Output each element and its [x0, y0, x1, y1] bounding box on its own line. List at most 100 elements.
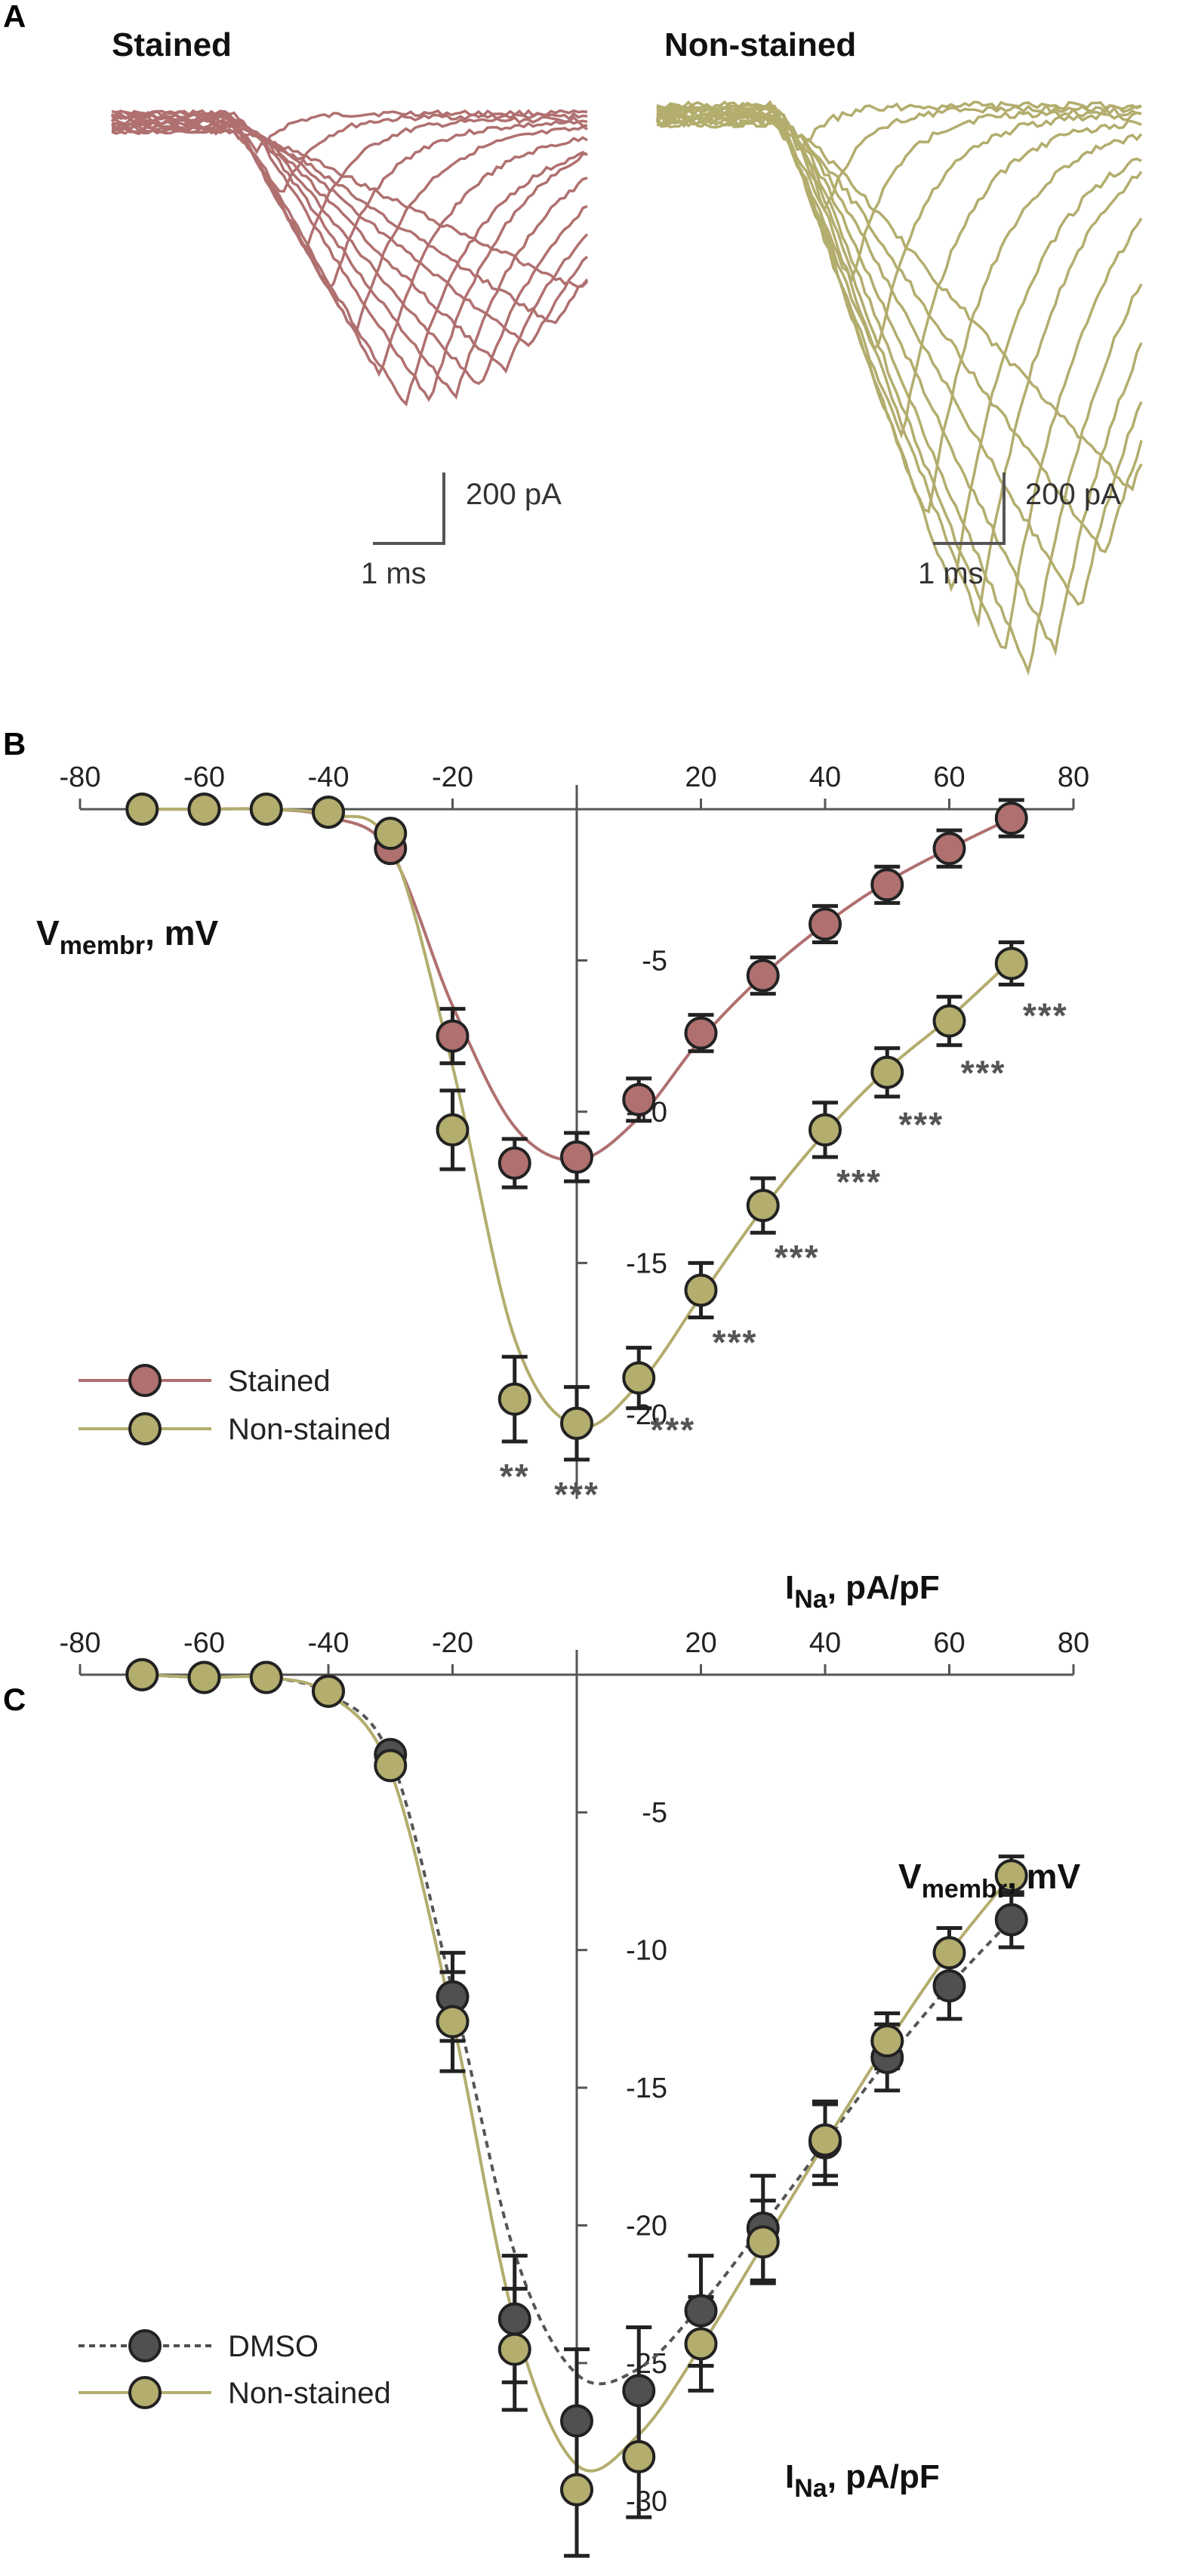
chart-c-data-points: [125, 1657, 1028, 2507]
chart-b-significance-mark: ***: [836, 1162, 882, 1202]
chart-b-significance-mark: ***: [1023, 996, 1068, 1036]
chart-c-point-dmso: [684, 2294, 718, 2328]
iv-chart-c: -80 -60 -40 -20 20 40 60 80-5-10-15-20-25-30 Vm…: [60, 1627, 1089, 2558]
chart-c-y-tick-label: -10: [626, 1935, 667, 1967]
chart-c-fit-curve-0: [142, 1673, 1013, 2386]
chart-b-significance-mark: ***: [898, 1105, 944, 1144]
chart-c-axes: -80 -60 -40 -20 20 40 60 80-5-10-15-20-25-30: [60, 1627, 1089, 2542]
non-stained-scale-time: 1 ms: [918, 557, 984, 590]
chart-c-point-dmso: [560, 2404, 593, 2438]
legend-non-stained-label: Non-stained: [228, 1413, 391, 1446]
tracesLeft-trace-13: [111, 127, 589, 289]
legend-stained-marker: [128, 1364, 162, 1397]
chart-c-point-non-stained: [746, 2225, 780, 2259]
legend-stained-label: Stained: [228, 1365, 331, 1398]
chart-b-point-non-stained: [622, 1361, 656, 1395]
chart-c-x-tick-label: 40: [809, 1627, 841, 1659]
panel-letter-b: B: [3, 726, 26, 762]
chart-c-y-tick-label: -5: [642, 1797, 667, 1829]
tracesRight-trace-9: [656, 106, 1143, 676]
panel-letter-c: C: [3, 1682, 26, 1717]
chart-c-point-non-stained: [808, 2123, 842, 2157]
chart-b-x-tick-label: -20: [432, 762, 473, 793]
chart-b-point-non-stained: [870, 1055, 904, 1089]
chart-b-point-non-stained: [436, 1113, 470, 1146]
chart-b-x-axis-title: Vmembr, mV: [36, 913, 219, 960]
chart-c-y-tick-label: -30: [626, 2485, 667, 2517]
chart-c-x-tick-label: -60: [183, 1627, 225, 1659]
chart-c-legend: DMSO Non-stained: [79, 2329, 391, 2410]
chart-c-point-non-stained: [497, 2332, 531, 2366]
chart-b-point-non-stained: [374, 817, 408, 851]
tracesRight-trace-10: [656, 109, 1143, 657]
chart-b-point-stained: [560, 1140, 593, 1174]
legend-non-stained-marker: [128, 1412, 162, 1445]
chart-c-point-non-stained: [684, 2327, 718, 2361]
chart-c-point-non-stained: [932, 1936, 966, 1970]
stained-scale-current: 200 pA: [466, 478, 562, 511]
legend-non-stained-c-label: Non-stained: [228, 2377, 391, 2410]
stained-current-traces: [110, 109, 589, 407]
chart-b-point-non-stained: [497, 1382, 531, 1416]
chart-c-point-dmso: [622, 2374, 656, 2408]
tracesLeft-trace-10: [111, 118, 589, 374]
stained-traces-title: Stained: [112, 26, 232, 63]
chart-c-point-dmso: [932, 1969, 966, 2003]
chart-c-point-dmso: [497, 2302, 531, 2336]
tracesRight-trace-3: [655, 109, 1142, 352]
tracesRight-trace-8: [656, 103, 1143, 650]
chart-b-point-non-stained: [312, 796, 345, 829]
chart-c-point-non-stained: [312, 1674, 345, 1708]
tracesRight-trace-5: [655, 115, 1143, 514]
chart-c-x-tick-label: 20: [685, 1627, 716, 1659]
tracesRight-trace-11: [655, 112, 1143, 606]
tracesLeft-trace-12: [111, 124, 589, 325]
chart-c-x-tick-label: -40: [308, 1627, 350, 1659]
chart-c-x-tick-label: 60: [933, 1627, 965, 1659]
chart-b-point-stained: [994, 802, 1028, 836]
chart-b-significance-mark: ***: [554, 1475, 599, 1514]
chart-b-point-non-stained: [684, 1273, 718, 1307]
chart-b-point-stained: [684, 1016, 718, 1050]
chart-c-point-non-stained: [994, 1859, 1028, 1893]
chart-b-point-non-stained: [187, 792, 221, 826]
tracesRight-trace-12: [655, 115, 1143, 554]
tracesLeft-trace-6: [111, 127, 588, 407]
legend-non-stained-c-marker: [128, 2376, 162, 2409]
chart-b-point-stained: [870, 868, 904, 902]
tracesLeft-trace-5: [111, 124, 588, 377]
chart-c-y-axis-title: INa, pA/pF: [785, 2458, 940, 2503]
stained-scale-time: 1 ms: [361, 557, 427, 590]
chart-b-x-tick-label: 80: [1058, 762, 1089, 793]
chart-b-point-non-stained: [249, 792, 283, 826]
chart-b-x-tick-label: -80: [60, 762, 101, 793]
chart-b-y-tick-label: -5: [642, 945, 667, 977]
legend-dmso-label: DMSO: [228, 2330, 319, 2363]
chart-c-x-axis-title: Vmembr, mV: [898, 1857, 1081, 1904]
tracesLeft-trace-11: [110, 121, 589, 347]
chart-b-significance: ** ************************: [500, 996, 1068, 1514]
chart-b-significance-mark: ***: [775, 1238, 820, 1277]
chart-b-point-non-stained: [932, 1004, 966, 1038]
chart-b-point-non-stained: [746, 1189, 780, 1223]
chart-b-point-non-stained: [560, 1406, 593, 1440]
non-stained-scale-bar: [933, 472, 1006, 545]
chart-b-x-tick-label: -60: [183, 762, 225, 793]
chart-b-significance-mark: ***: [961, 1054, 1006, 1093]
chart-c-point-non-stained: [374, 1749, 408, 1783]
non-stained-scale-current: 200 pA: [1025, 478, 1121, 511]
chart-b-x-tick-label: 20: [685, 762, 716, 793]
chart-c-point-non-stained: [249, 1660, 283, 1694]
chart-c-point-non-stained: [560, 2473, 593, 2507]
legend-dmso-marker: [128, 2329, 162, 2362]
tracesRight-trace-13: [656, 118, 1143, 492]
chart-c-point-non-stained: [622, 2439, 656, 2473]
chart-b-x-tick-label: 60: [933, 762, 965, 793]
panel-a: Stained Non-stained 200 pA 1 ms 200 pA 1…: [110, 26, 1143, 676]
chart-b-point-stained: [808, 907, 842, 941]
chart-c-point-dmso: [994, 1903, 1028, 1937]
chart-b-point-stained: [497, 1146, 531, 1180]
chart-b-x-tick-label: 40: [809, 762, 841, 793]
